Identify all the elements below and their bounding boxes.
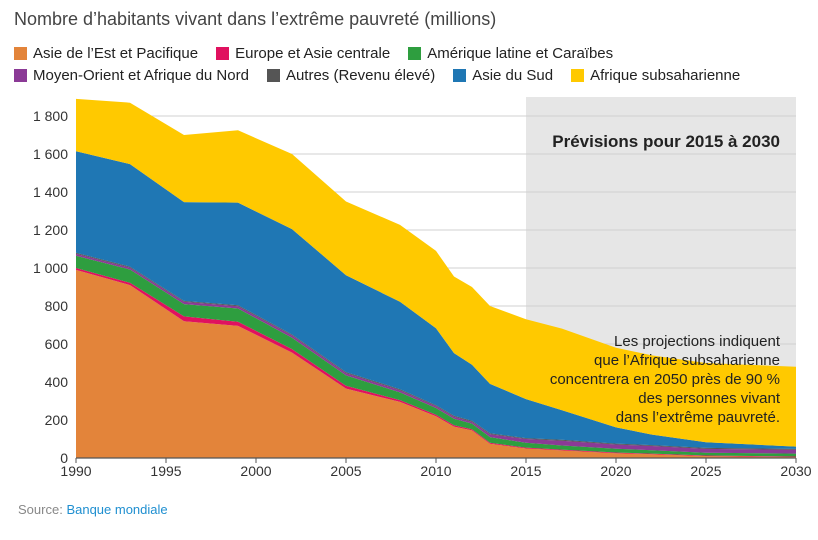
y-tick-label: 1 600: [33, 146, 68, 162]
projection-annotation-line: dans l’extrême pauvreté.: [616, 409, 780, 426]
legend-label: Amérique latine et Caraïbes: [427, 44, 614, 62]
source-label: Source:: [18, 502, 63, 517]
legend-item: Asie du Sud: [453, 65, 553, 85]
y-tick-label: 1 200: [33, 222, 68, 238]
legend-label: Afrique subsaharienne: [590, 66, 741, 84]
legend-item: Moyen-Orient et Afrique du Nord: [14, 65, 249, 85]
legend-label: Asie de l’Est et Pacifique: [33, 44, 199, 62]
y-tick-label: 1 000: [33, 260, 68, 276]
legend-swatch: [408, 46, 422, 60]
area-series-5: [76, 151, 796, 449]
legend-label: Autres (Revenu élevé): [285, 66, 436, 84]
legend-swatch: [453, 68, 467, 82]
source-note: Source: Banque mondiale: [18, 502, 168, 517]
legend-swatch: [14, 68, 27, 82]
source-link[interactable]: Banque mondiale: [66, 502, 168, 517]
x-tick-label: 1995: [150, 463, 181, 479]
y-tick-label: 200: [45, 412, 69, 428]
y-tick-label: 1 400: [33, 184, 68, 200]
projection-label: Prévisions pour 2015 à 2030: [552, 132, 780, 151]
projection-annotation-line: des personnes vivant: [638, 390, 781, 407]
legend-label: Europe et Asie centrale: [235, 44, 391, 62]
legend-swatch: [266, 68, 280, 82]
x-tick-label: 2030: [780, 463, 811, 479]
legend-label: Moyen-Orient et Afrique du Nord: [33, 66, 249, 84]
x-tick-label: 2020: [600, 463, 631, 479]
legend-swatch: [14, 46, 27, 60]
y-tick-label: 800: [45, 298, 69, 314]
legend-item: Autres (Revenu élevé): [266, 65, 436, 85]
x-tick-label: 2010: [420, 463, 451, 479]
projection-annotation-line: que l’Afrique subsaharienne: [594, 352, 780, 369]
projection-annotation-line: concentrera en 2050 près de 90 %: [550, 371, 780, 388]
legend-label: Asie du Sud: [472, 66, 554, 84]
x-tick-label: 1990: [60, 463, 91, 479]
chart-title: Nombre d’habitants vivant dans l’extrême…: [14, 9, 497, 29]
y-tick-label: 400: [45, 374, 69, 390]
legend-item: Asie de l’Est et Pacifique: [14, 43, 198, 63]
legend-item: Afrique subsaharienne: [571, 65, 740, 85]
x-tick-label: 2005: [330, 463, 361, 479]
area-series-0: [76, 269, 796, 458]
x-tick-label: 2025: [690, 463, 721, 479]
x-tick-label: 2015: [510, 463, 541, 479]
y-tick-label: 0: [60, 450, 68, 466]
legend-item: Amérique latine et Caraïbes: [408, 43, 613, 63]
y-tick-label: 600: [45, 336, 69, 352]
x-tick-label: 2000: [240, 463, 271, 479]
y-tick-label: 1 800: [33, 108, 68, 124]
area-series-6: [76, 98, 796, 447]
chart-legend: Asie de l’Est et Pacifique Europe et Asie…: [14, 43, 804, 85]
projection-annotation-line: Les projections indiquent: [614, 333, 781, 350]
legend-swatch: [571, 68, 585, 82]
legend-swatch: [216, 46, 230, 60]
legend-item: Europe et Asie centrale: [216, 43, 390, 63]
